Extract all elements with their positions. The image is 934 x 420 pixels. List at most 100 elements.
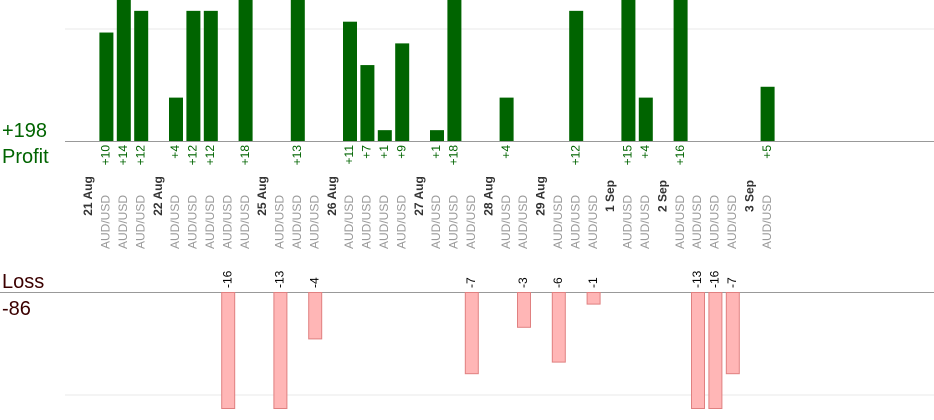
loss-bar-label: -13 [690,270,704,288]
instrument-label: AUD/USD [638,195,652,249]
profit-bar-label: +1 [429,145,443,159]
loss-bar-label: -7 [464,277,478,288]
profit-bar [116,0,131,141]
profit-bar [290,0,305,141]
loss-bars: -16 -13 -4 -7 -3 -6 -1 -13 -16 -7 [220,270,740,409]
instrument-label: AUD/USD [99,195,113,249]
profit-bar [673,0,688,141]
profit-bar [447,0,462,141]
loss-label: Loss [2,271,44,293]
instrument-label: AUD/USD [394,195,408,249]
profit-bar [169,97,183,141]
profit-bar-label: +4 [638,145,652,159]
x-axis-labels: 21 Aug AUD/USD AUD/USD AUD/USD 22 Aug AUD/USD… [81,176,774,249]
instrument-label: AUD/USD [516,195,530,249]
profit-bar [395,43,410,142]
profit-bar-label: +4 [499,145,513,159]
loss-bar-label: -13 [273,270,287,288]
loss-bar-label: -1 [586,277,600,288]
profit-bar-label: +10 [99,145,113,166]
instrument-label: AUD/USD [760,195,774,249]
profit-bar-label: +13 [290,145,304,166]
profit-bar-label: +4 [168,145,182,159]
instrument-label: AUD/USD [447,195,461,249]
loss-bar-label: -16 [220,270,234,288]
profit-bar [134,10,149,141]
instrument-label: AUD/USD [568,195,582,249]
profit-bar-label: +9 [394,145,408,159]
profit-bar [430,130,444,141]
instrument-label: AUD/USD [621,195,635,249]
instrument-label: AUD/USD [342,195,356,249]
profit-bar [360,65,375,141]
instrument-label: AUD/USD [725,195,739,249]
instrument-label: AUD/USD [690,195,704,249]
loss-bar [586,292,601,305]
profit-bar-label: +15 [621,145,635,166]
loss-bar-label: -16 [708,270,722,288]
instrument-label: AUD/USD [429,195,443,249]
instrument-label: AUD/USD [168,195,182,249]
profit-bar [377,130,392,141]
instrument-label: AUD/USD [360,195,374,249]
profit-bar-label: +12 [186,145,200,166]
profit-bar [99,32,114,141]
instrument-label: AUD/USD [186,195,200,249]
loss-bar-label: -3 [516,277,530,288]
instrument-label: AUD/USD [708,195,722,249]
profit-bar-label: +16 [673,145,687,166]
profit-bar [569,10,584,141]
profit-bar [621,0,636,141]
loss-bar [273,292,288,409]
instrument-label: AUD/USD [673,195,687,249]
loss-bar [551,292,566,363]
instrument-label: AUD/USD [116,195,130,249]
date-label: 29 Aug [534,176,548,216]
instrument-label: AUD/USD [203,195,217,249]
profit-bar [203,10,218,141]
profit-bar-label: +5 [760,145,774,159]
loss-bar [725,292,740,375]
profit-bar-label: +11 [342,145,356,165]
profit-label: Profit [2,146,49,168]
profit-bar-label: +18 [238,145,252,166]
instrument-label: AUD/USD [551,195,565,249]
profit-bar-label: +18 [447,145,461,166]
profit-bar-label: +12 [568,145,582,166]
instrument-label: AUD/USD [273,195,287,249]
instrument-label: AUD/USD [238,195,252,249]
date-label: 26 Aug [325,176,339,216]
loss-bar [691,292,705,409]
date-label: 25 Aug [255,176,269,216]
date-label: 3 Sep [742,180,756,212]
profit-bars: +10 +14 +12 +4 +12 +12 +18 +13 +11 +7 +1 +9 +1 +18 +4 +… [99,0,775,165]
instrument-label: AUD/USD [464,195,478,249]
instrument-label: AUD/USD [220,195,234,249]
loss-bar-label: -7 [725,277,739,288]
profit-total-value: +198 [2,120,47,142]
profit-bar-label: +1 [377,145,391,159]
date-label: 27 Aug [412,176,426,216]
instrument-label: AUD/USD [290,195,304,249]
instrument-label: AUD/USD [586,195,600,249]
profit-bar [186,10,201,141]
loss-total-value: -86 [2,298,31,320]
loss-bar [708,292,723,409]
loss-bar [308,292,323,340]
loss-bar-label: -4 [307,277,321,288]
profit-bar [638,97,653,141]
profit-bar-label: +14 [116,145,130,166]
date-label: 21 Aug [81,176,95,216]
profit-bar [499,97,514,141]
instrument-label: AUD/USD [499,195,513,249]
loss-bar-label: -6 [551,277,565,288]
date-label: 28 Aug [481,176,495,216]
loss-bar [517,292,531,328]
date-label: 2 Sep [655,180,669,212]
instrument-label: AUD/USD [377,195,391,249]
instrument-label: AUD/USD [133,195,147,249]
profit-bar [343,21,357,142]
loss-bar [464,292,479,375]
profit-bar-label: +12 [203,145,217,166]
